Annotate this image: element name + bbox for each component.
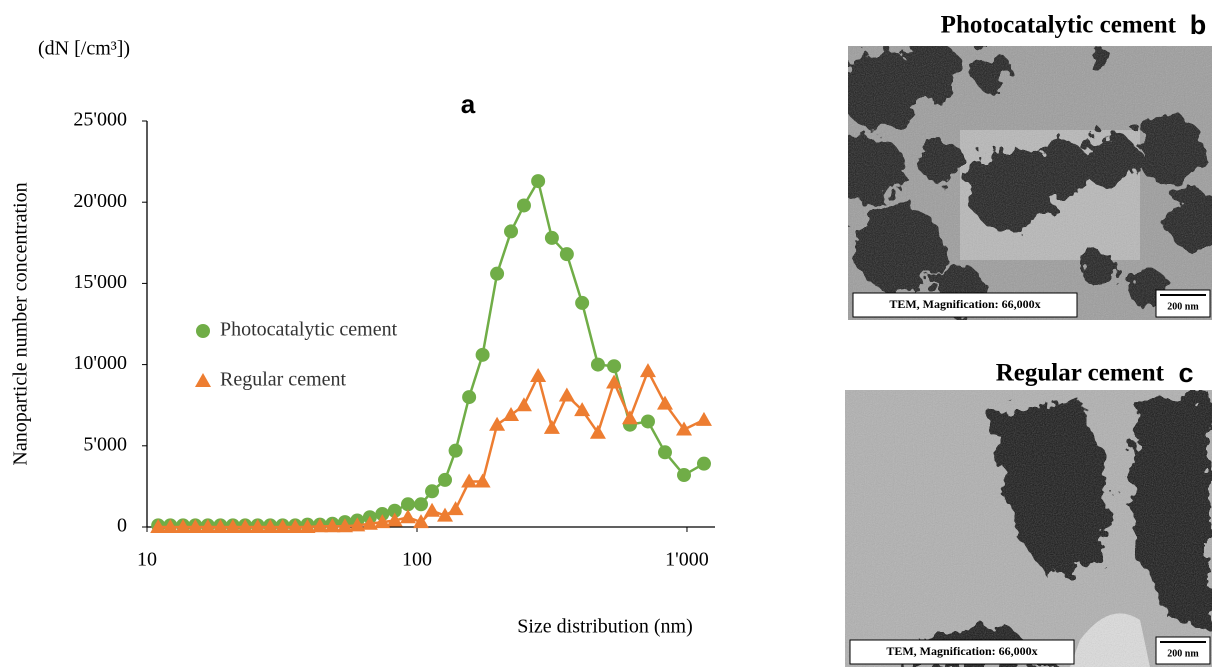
data-point: [274, 519, 291, 533]
data-point: [531, 174, 546, 189]
data-point: [607, 359, 622, 374]
data-point: [400, 497, 415, 512]
data-point: [490, 266, 505, 281]
data-point: [590, 357, 605, 372]
data-point: [413, 514, 430, 529]
caption-box: [849, 639, 1075, 665]
y-axis-label: Nanoparticle number concentration: [10, 182, 32, 465]
y-tick-label: 20'000: [73, 190, 127, 212]
tem-image-b: [848, 46, 1212, 320]
legend-marker: [196, 324, 210, 338]
data-point: [438, 472, 453, 487]
legend-label: Photocatalytic cement: [220, 319, 398, 341]
data-point: [387, 503, 402, 518]
data-point: [249, 519, 266, 533]
x-tick-label: 10: [137, 549, 157, 571]
y-tick-label: 25'000: [73, 109, 127, 131]
data-point: [324, 518, 341, 533]
data-point: [639, 363, 656, 378]
data-point: [544, 230, 559, 245]
data-point: [175, 519, 192, 533]
data-point: [515, 397, 532, 412]
data-point: [574, 402, 591, 417]
data-point: [656, 395, 673, 410]
data-point: [162, 519, 179, 533]
panel-label: a: [461, 89, 476, 119]
x-tick-label: 100: [402, 549, 432, 571]
data-point: [361, 515, 378, 530]
tem-image-c: [845, 390, 1212, 667]
data-point: [530, 367, 547, 382]
data-point: [187, 519, 204, 533]
data-point: [475, 347, 490, 362]
data-point: [437, 507, 454, 522]
data-point: [336, 518, 353, 533]
data-point: [696, 456, 711, 471]
data-point: [414, 497, 429, 512]
y-tick-label: 10'000: [73, 352, 127, 374]
data-point: [589, 424, 606, 439]
data-point: [224, 519, 241, 533]
legend-marker: [195, 373, 211, 387]
x-tick-label: 1'000: [665, 549, 709, 571]
data-point: [447, 501, 464, 516]
data-point: [425, 484, 440, 499]
data-point: [621, 410, 638, 425]
data-point: [677, 468, 692, 483]
data-point: [503, 406, 520, 421]
legend-label: Regular cement: [220, 369, 346, 391]
data-point: [575, 295, 590, 310]
series-line: [158, 177, 705, 527]
data-point: [262, 519, 279, 533]
scale-label: 200 nm: [1167, 301, 1199, 312]
data-point: [424, 502, 441, 517]
caption: TEM, Magnification: 66,000x: [886, 644, 1037, 658]
data-point: [386, 512, 403, 527]
data-point: [311, 518, 328, 533]
data-point: [558, 387, 575, 402]
caption-box: [852, 292, 1078, 318]
data-point: [559, 247, 574, 262]
y-unit: (dN [/cm³]): [38, 38, 130, 60]
data-point: [349, 517, 366, 532]
y-tick-label: 5'000: [83, 433, 127, 455]
x-axis-label: Size distribution (nm): [517, 616, 693, 638]
data-point: [676, 421, 693, 436]
data-point: [474, 473, 491, 488]
data-point: [606, 374, 623, 389]
data-point: [299, 519, 316, 533]
data-point: [448, 443, 463, 458]
panel-title: Regular cement: [996, 360, 1165, 387]
data-point: [489, 416, 506, 431]
panel-title: Photocatalytic cement: [941, 12, 1177, 39]
panel-letter: c: [1178, 358, 1193, 388]
data-point: [695, 411, 712, 426]
scale-label: 200 nm: [1167, 648, 1199, 659]
data-point: [657, 445, 672, 460]
y-tick-label: 0: [117, 515, 127, 537]
y-tick-label: 15'000: [73, 271, 127, 293]
data-point: [504, 224, 519, 239]
data-point: [212, 519, 229, 533]
data-point: [375, 507, 390, 522]
data-point: [516, 198, 531, 213]
data-point: [461, 473, 478, 488]
data-point: [640, 414, 655, 429]
data-point: [199, 519, 216, 533]
data-point: [287, 519, 304, 533]
data-point: [237, 519, 254, 533]
caption: TEM, Magnification: 66,000x: [889, 297, 1040, 311]
data-point: [543, 419, 560, 434]
data-point: [150, 519, 167, 533]
panel-letter: b: [1190, 10, 1207, 40]
data-point: [374, 514, 391, 529]
data-point: [399, 509, 416, 524]
data-point: [462, 390, 477, 405]
